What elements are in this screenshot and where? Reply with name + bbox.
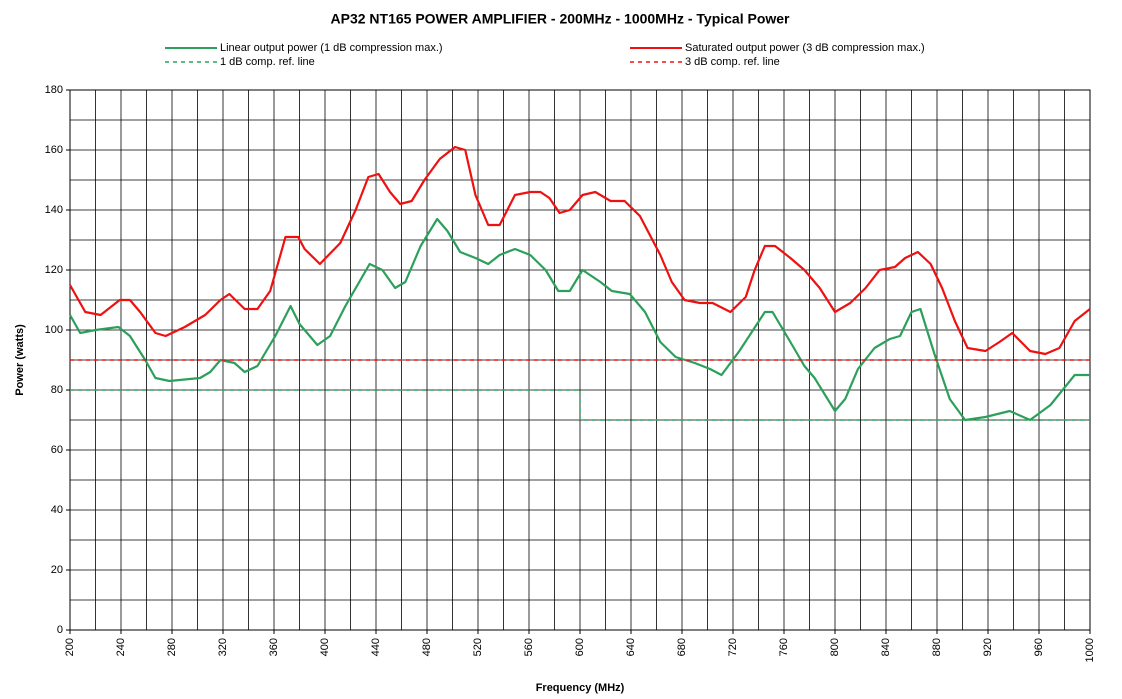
y-tick-label: 20 (51, 564, 63, 576)
x-axis-title: Frequency (MHz) (536, 682, 625, 694)
y-tick-label: 180 (45, 84, 63, 96)
series-line (69, 145, 1091, 356)
y-tick-label: 160 (45, 144, 63, 156)
legend-label: 1 dB comp. ref. line (220, 56, 315, 68)
y-tick-label: 60 (51, 444, 63, 456)
x-tick-label: 360 (268, 638, 280, 656)
x-tick-label: 840 (880, 638, 892, 656)
y-tick-label: 120 (45, 264, 63, 276)
x-tick-label: 320 (217, 638, 229, 656)
y-tick-label: 100 (45, 324, 63, 336)
legend-label: Linear output power (1 dB compression ma… (220, 42, 443, 54)
series-line (69, 217, 1090, 422)
x-tick-label: 200 (64, 638, 76, 656)
x-tick-label: 600 (574, 638, 586, 656)
x-tick-label: 800 (829, 638, 841, 656)
y-tick-label: 0 (57, 624, 63, 636)
x-tick-label: 880 (931, 638, 943, 656)
x-tick-label: 400 (319, 638, 331, 656)
x-tick-label: 560 (523, 638, 535, 656)
x-tick-label: 240 (115, 638, 127, 656)
legend-label: 3 dB comp. ref. line (685, 56, 780, 68)
y-tick-label: 140 (45, 204, 63, 216)
x-tick-label: 960 (1033, 638, 1045, 656)
y-axis-title: Power (watts) (14, 324, 26, 396)
x-tick-label: 280 (166, 638, 178, 656)
x-tick-label: 640 (625, 638, 637, 656)
x-tick-label: 680 (676, 638, 688, 656)
y-tick-label: 80 (51, 384, 63, 396)
x-tick-label: 760 (778, 638, 790, 656)
x-tick-label: 720 (727, 638, 739, 656)
x-tick-label: 920 (982, 638, 994, 656)
series-line (70, 389, 1090, 421)
x-tick-label: 1000 (1084, 638, 1096, 662)
x-tick-label: 520 (472, 638, 484, 656)
chart-title: AP32 NT165 POWER AMPLIFIER - 200MHz - 10… (331, 11, 791, 27)
x-tick-label: 480 (421, 638, 433, 656)
x-tick-label: 440 (370, 638, 382, 656)
legend-label: Saturated output power (3 dB compression… (685, 42, 925, 54)
y-tick-label: 40 (51, 504, 63, 516)
